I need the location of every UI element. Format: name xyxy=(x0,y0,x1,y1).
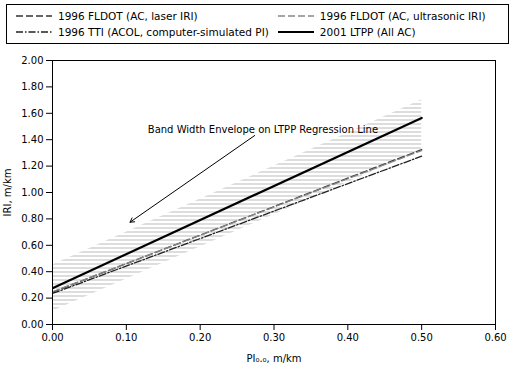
svg-text:0.60: 0.60 xyxy=(484,332,506,343)
svg-text:Band Width Envelope on LTPP Re: Band Width Envelope on LTPP Regression L… xyxy=(148,124,378,135)
svg-text:1.20: 1.20 xyxy=(21,160,43,171)
svg-text:1.80: 1.80 xyxy=(21,81,43,92)
svg-text:0.80: 0.80 xyxy=(21,213,43,224)
svg-text:0.20: 0.20 xyxy=(21,292,43,303)
svg-text:0.00: 0.00 xyxy=(21,319,43,330)
html-text:2001 LTPP (All AC): 2001 LTPP (All AC) xyxy=(319,26,416,38)
svg-text:0.40: 0.40 xyxy=(337,332,359,343)
svg-text:1.60: 1.60 xyxy=(21,108,43,119)
svg-text:2.00: 2.00 xyxy=(21,55,43,66)
html-text:1996 FLDOT (AC, ultrasonic IRI: 1996 FLDOT (AC, ultrasonic IRI) xyxy=(319,10,486,22)
svg-text:0.60: 0.60 xyxy=(21,240,43,251)
svg-text:0.50: 0.50 xyxy=(411,332,433,343)
svg-text:0.20: 0.20 xyxy=(189,332,211,343)
svg-text:PI₀.₀, m/km: PI₀.₀, m/km xyxy=(246,353,301,364)
svg-text:1.40: 1.40 xyxy=(21,134,43,145)
svg-text:0.10: 0.10 xyxy=(115,332,137,343)
svg-text:1.00: 1.00 xyxy=(21,187,43,198)
svg-text:0.30: 0.30 xyxy=(263,332,285,343)
svg-text:0.00: 0.00 xyxy=(41,332,63,343)
svg-text:IRI, m/km: IRI, m/km xyxy=(2,169,13,217)
html-text:1996 FLDOT (AC, laser IRI): 1996 FLDOT (AC, laser IRI) xyxy=(58,10,198,22)
html-text:1996 TTI (ACOL, computer-simul: 1996 TTI (ACOL, computer-simulated PI) xyxy=(58,26,269,38)
svg-text:0.40: 0.40 xyxy=(21,266,43,277)
